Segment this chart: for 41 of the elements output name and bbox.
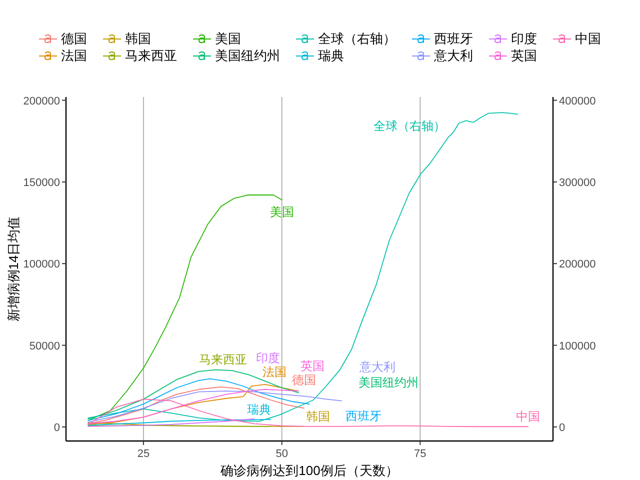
- y2tick: 300000: [559, 176, 596, 189]
- xtick: 75: [414, 448, 426, 460]
- series-label: 韩国: [306, 410, 330, 424]
- legend-label: 意大利: [434, 48, 473, 63]
- legend-label: 瑞典: [318, 48, 344, 63]
- series-label: 意大利: [360, 360, 396, 374]
- y2tick: 100000: [559, 340, 596, 352]
- legend-label: 韩国: [125, 31, 151, 46]
- series-label: 马来西亚: [198, 352, 247, 366]
- series-label: 中国: [516, 410, 540, 424]
- legend-label: 美国纽约州: [215, 48, 280, 63]
- series-label: 印度: [256, 350, 280, 365]
- legend-label: 马来西亚: [125, 48, 177, 63]
- y2tick: 400000: [559, 95, 596, 108]
- y2tick: 0: [559, 422, 566, 434]
- legend-label: 中国: [575, 31, 601, 46]
- legend-label: 西班牙: [434, 31, 473, 46]
- ytick: 50000: [29, 340, 60, 352]
- xtick: 25: [137, 448, 150, 460]
- legend-label: 英国: [511, 48, 537, 63]
- legend-label: 印度: [511, 31, 537, 46]
- xtick: 50: [276, 448, 288, 460]
- series-label: 全球（右轴）: [374, 119, 446, 134]
- y2tick: 200000: [559, 258, 596, 271]
- legend-label: 全球（右轴）: [318, 31, 396, 46]
- series-label: 美国纽约州: [358, 376, 418, 390]
- ytick: 100000: [23, 258, 60, 271]
- series-label: 德国: [292, 373, 316, 388]
- series-label: 西班牙: [346, 409, 382, 424]
- series-label: 法国: [262, 365, 286, 379]
- legend-label: 法国: [61, 48, 87, 63]
- ylabel: 新增病例14日均值: [6, 216, 21, 322]
- legend-label: 美国: [215, 31, 241, 46]
- xlabel: 确诊病例达到100例后（天数）: [220, 463, 398, 478]
- series-label: 美国: [270, 204, 294, 219]
- ytick: 0: [54, 422, 60, 434]
- ytick: 150000: [23, 176, 60, 189]
- ytick: 200000: [23, 95, 60, 108]
- series-label: 英国: [300, 359, 324, 373]
- legend-label: 德国: [61, 31, 87, 46]
- series-label: 瑞典: [246, 402, 271, 417]
